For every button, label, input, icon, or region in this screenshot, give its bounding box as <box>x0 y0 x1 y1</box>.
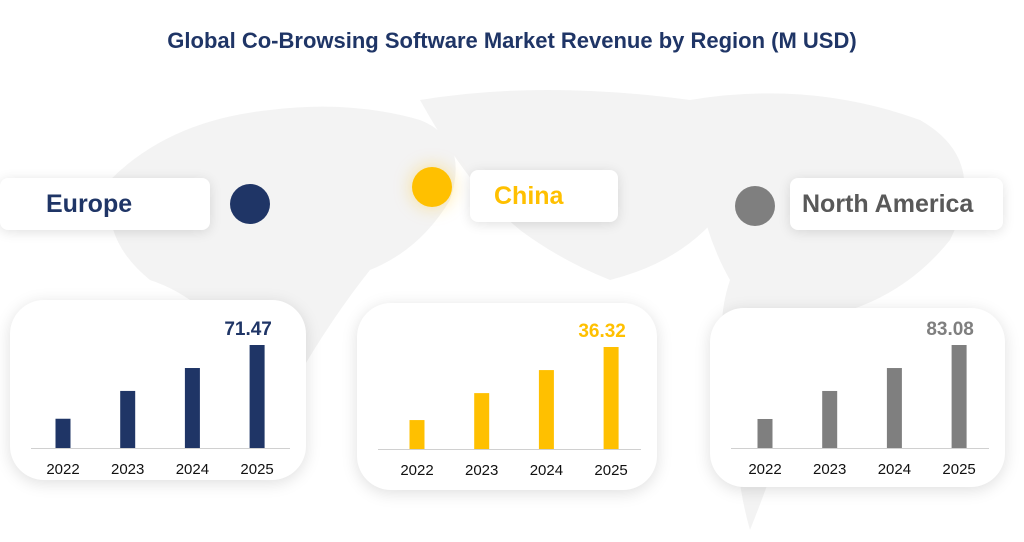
x-tick-label: 2024 <box>176 461 209 478</box>
legend-china: China <box>470 170 618 222</box>
region-label: China <box>494 181 564 210</box>
bar-chart: 2022 2023 2024 2025 36.32 <box>378 321 641 479</box>
data-label: 83.08 <box>926 319 974 340</box>
bar-2022 <box>757 418 773 448</box>
region-label: Europe <box>46 189 133 218</box>
x-tick-label: 2022 <box>46 461 79 478</box>
data-label: 36.32 <box>578 321 626 342</box>
bar-2025 <box>249 345 265 448</box>
x-tick-label: 2023 <box>465 462 498 479</box>
x-tick-label: 2022 <box>400 462 433 479</box>
data-label: 71.47 <box>224 319 272 340</box>
china-marker-dot <box>412 167 452 207</box>
bar-2025 <box>951 345 967 448</box>
china-chart-card: 2022 2023 2024 2025 36.32 <box>357 303 657 490</box>
north-america-chart-card: 2022 2023 2024 2025 83.08 <box>710 308 1005 487</box>
bar-2024 <box>184 368 200 448</box>
x-tick-label: 2024 <box>878 461 911 478</box>
x-tick-label: 2024 <box>530 462 563 479</box>
bar-2022 <box>409 420 425 449</box>
region-label: North America <box>802 189 974 218</box>
bar-2024 <box>886 368 902 448</box>
x-tick-label: 2025 <box>594 462 627 479</box>
chart-title: Global Co-Browsing Software Market Reven… <box>167 28 857 53</box>
x-tick-label: 2025 <box>942 461 975 478</box>
bar-chart: 2022 2023 2024 2025 71.47 <box>31 319 290 478</box>
x-tick-label: 2023 <box>111 461 144 478</box>
bar-2025 <box>603 347 619 449</box>
europe-chart-card: 2022 2023 2024 2025 71.47 <box>10 300 306 480</box>
bar-2023 <box>822 390 838 448</box>
bar-2023 <box>474 393 490 449</box>
x-tick-label: 2025 <box>240 461 273 478</box>
legend-north-america: North America <box>790 178 1003 230</box>
x-tick-label: 2023 <box>813 461 846 478</box>
x-tick-label: 2022 <box>748 461 781 478</box>
legend-europe: Europe <box>0 178 210 230</box>
bar-2023 <box>120 390 136 448</box>
bar-2022 <box>55 418 71 448</box>
bar-chart: 2022 2023 2024 2025 83.08 <box>731 319 989 478</box>
europe-marker-dot <box>230 184 270 224</box>
bar-2024 <box>538 370 554 449</box>
north-america-marker-dot <box>735 186 775 226</box>
